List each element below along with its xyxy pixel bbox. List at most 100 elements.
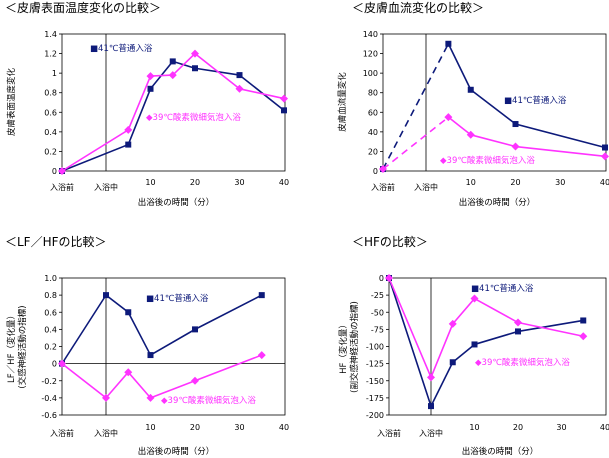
y-tick-label: 0 xyxy=(52,167,57,176)
data-point-square xyxy=(580,317,587,324)
series-1: ■41℃普通入浴 xyxy=(59,43,287,174)
series-line-segment xyxy=(150,328,196,356)
y-tick-label: 0.2 xyxy=(44,343,57,352)
x-category-label: 入浴中 xyxy=(419,428,443,438)
series-line-segment xyxy=(61,129,129,172)
y-axis-label: 皮膚表面温度変化 xyxy=(6,68,17,137)
y-tick-label: 60 xyxy=(368,108,378,117)
y-tick-label: 120 xyxy=(363,50,378,59)
chart-title: ＜皮膚表面温度変化の比較＞ xyxy=(5,0,161,15)
series-1: ■41℃普通入浴 xyxy=(386,275,587,410)
series-line-segment xyxy=(127,371,152,399)
x-tick-label: 30 xyxy=(556,423,566,432)
data-point-diamond xyxy=(448,319,457,328)
data-point-diamond xyxy=(444,113,453,122)
x-tick-label: 10 xyxy=(469,423,479,432)
series-line-segment xyxy=(470,134,516,148)
y-tick-label: 0.6 xyxy=(44,308,57,317)
x-tick-label: 20 xyxy=(190,423,200,432)
series-line-segment xyxy=(194,294,263,331)
series-line-segment xyxy=(239,88,285,100)
y-axis-label-secondary: (副交感神経活動の指標) xyxy=(349,301,360,393)
data-point-square xyxy=(512,121,519,128)
y-tick-label: 0 xyxy=(379,274,384,283)
y-tick-label: -0.2 xyxy=(41,377,57,386)
y-tick-label: -100 xyxy=(366,343,384,352)
series-legend-label: ■41℃普通入浴 xyxy=(471,283,534,294)
series-line-segment xyxy=(388,277,432,378)
y-tick-label: -125 xyxy=(366,360,384,369)
series-line-segment xyxy=(194,354,263,382)
data-point-diamond xyxy=(58,359,66,368)
plot-area xyxy=(61,33,286,172)
x-axis-label: 出浴後の時間（分） xyxy=(459,197,536,208)
series-line-segment xyxy=(127,311,152,356)
x-category-label: 入浴前 xyxy=(371,182,395,192)
x-category-label: 入浴中 xyxy=(94,428,118,438)
data-point-square xyxy=(192,326,198,333)
series-legend-label: ◆39℃酸素微細気泡入浴 xyxy=(440,155,535,166)
series-line-segment xyxy=(194,52,240,90)
data-point-diamond xyxy=(427,373,435,382)
y-tick-label: 1.2 xyxy=(44,50,57,59)
series-line-segment xyxy=(517,321,584,338)
series-line-segment xyxy=(474,330,519,346)
series-line-segment xyxy=(452,298,476,325)
series-legend-label: ■41℃普通入浴 xyxy=(90,43,153,54)
data-point-diamond xyxy=(511,142,520,151)
data-point-diamond xyxy=(124,368,133,377)
data-point-square xyxy=(428,403,434,410)
x-axis-label: 出浴後の時間（分） xyxy=(138,446,215,457)
series-legend-label: ◆39℃酸素微細気泡入浴 xyxy=(475,357,570,368)
x-tick-label: 40 xyxy=(279,423,289,432)
series-legend-label: ◆39℃酸素微細気泡入浴 xyxy=(146,112,241,123)
series-legend-label: ■41℃普通入浴 xyxy=(504,95,567,106)
data-point-square xyxy=(515,328,521,335)
y-tick-label: 0.6 xyxy=(44,108,57,117)
data-point-diamond xyxy=(466,130,475,139)
y-tick-label: -0.4 xyxy=(41,394,57,403)
series-line-segment xyxy=(452,343,476,363)
x-tick-label: 30 xyxy=(234,178,244,187)
series-line-segment xyxy=(105,371,129,399)
x-tick-label: 30 xyxy=(234,423,244,432)
y-axis-label: LF／HF（変化量） xyxy=(6,311,17,383)
data-point-diamond xyxy=(191,376,199,385)
y-tick-label: -75 xyxy=(371,325,384,334)
data-point-diamond xyxy=(379,165,387,174)
x-category-label: 入浴中 xyxy=(94,182,118,192)
data-point-diamond xyxy=(146,72,155,81)
series-line-segment xyxy=(430,323,454,378)
data-point-diamond xyxy=(601,152,609,161)
x-tick-label: 20 xyxy=(510,178,520,187)
data-point-square xyxy=(449,359,456,366)
series-line-segment xyxy=(474,297,519,324)
x-tick-label: 20 xyxy=(513,423,523,432)
chart-title: ＜LF／HFの比較＞ xyxy=(5,234,107,249)
x-tick-label: 40 xyxy=(600,178,609,187)
chart-title: ＜HFの比較＞ xyxy=(352,234,428,249)
data-point-diamond xyxy=(235,84,244,93)
data-point-square xyxy=(471,341,478,348)
series-line-segment xyxy=(239,74,285,111)
x-tick-label: 10 xyxy=(466,178,476,187)
x-axis-label: 出浴後の時間（分） xyxy=(138,197,215,208)
data-point-diamond xyxy=(58,167,66,175)
x-category-label: 入浴前 xyxy=(50,428,74,438)
series-line-segment xyxy=(105,294,129,313)
series-1: ■41℃普通入浴 xyxy=(59,292,265,367)
y-tick-label: 0.4 xyxy=(44,128,57,137)
series-line-segment xyxy=(61,362,107,399)
data-point-diamond xyxy=(124,125,133,134)
series-line-segment xyxy=(470,89,516,125)
y-tick-label: 40 xyxy=(368,128,378,137)
data-point-square xyxy=(602,144,608,151)
series-line-segment xyxy=(517,319,584,333)
data-point-diamond xyxy=(385,274,393,282)
y-tick-label: 0 xyxy=(373,167,378,176)
data-point-diamond xyxy=(579,332,588,341)
x-tick-label: 30 xyxy=(555,178,565,187)
y-tick-label: 1.0 xyxy=(44,274,57,283)
series-line-segment xyxy=(150,380,196,399)
